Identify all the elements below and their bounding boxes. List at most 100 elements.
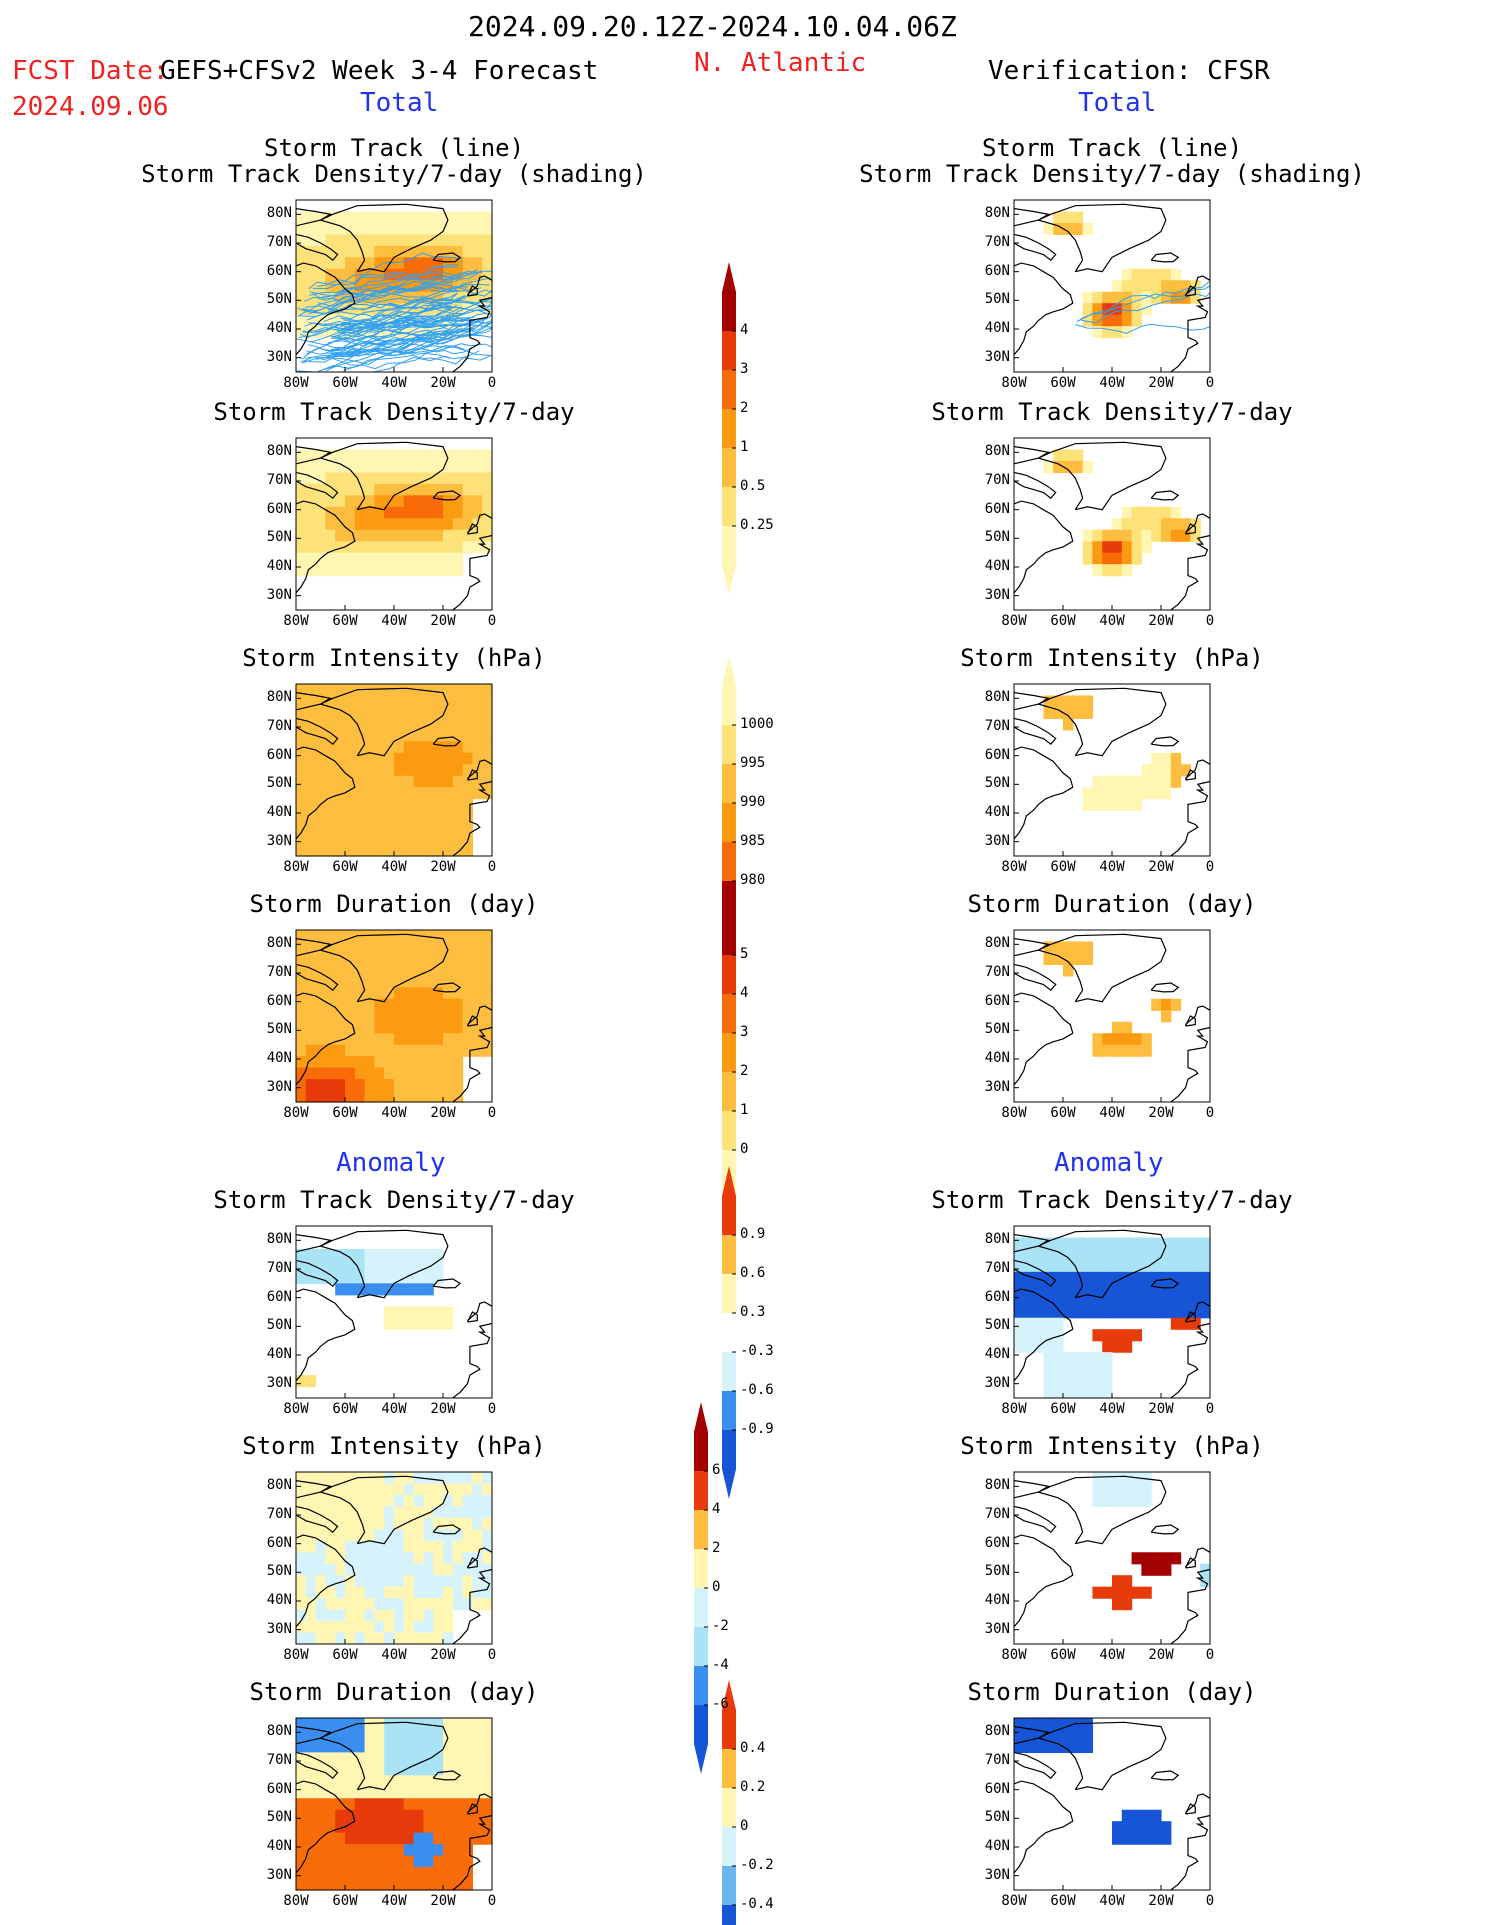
forecast-panel-6-cell	[482, 1775, 493, 1788]
verif-panel-5-cell	[1151, 1563, 1162, 1576]
forecast-panel-1-cell	[433, 518, 444, 531]
forecast-panel-5-cell	[472, 1529, 483, 1542]
forecast-panel-3-cell	[345, 1090, 356, 1103]
verif-panel-0-lat-label: 40N	[984, 320, 1010, 336]
forecast-panel-6-cell	[423, 1786, 434, 1799]
forecast-panel-2-cell	[384, 752, 395, 765]
forecast-panel-5-lon-label: 60W	[332, 1647, 358, 1663]
forecast-panel-5-cell	[345, 1575, 356, 1588]
forecast-panel-1-cell	[423, 483, 434, 496]
forecast-panel-0-cell	[325, 222, 336, 235]
verif-panel-1-coastline	[1170, 534, 1211, 611]
forecast-panel-5-cell	[315, 1552, 326, 1565]
forecast-panel-6-cell	[452, 1798, 464, 1811]
forecast-panel-1-cell	[335, 449, 346, 462]
verif-panel-6-lon-label: 80W	[1001, 1893, 1027, 1909]
forecast-panel-1-cell	[325, 564, 336, 577]
forecast-panel-3-cell	[315, 975, 326, 988]
verif-panel-3-cell	[1121, 1021, 1133, 1034]
forecast-panel-0-cell	[325, 303, 336, 316]
forecast-panel-6-cell	[335, 1878, 346, 1891]
forecast-panel-5-cell	[354, 1483, 366, 1496]
forecast-panel-3-cell	[325, 1044, 336, 1057]
forecast-panel-3-cell	[354, 964, 366, 977]
forecast-panel-0-cell	[305, 234, 317, 247]
forecast-panel-3-cell	[305, 987, 317, 1000]
forecast-panel-1-cell	[472, 529, 483, 542]
colorbar-intensity-total-label: 985	[740, 833, 766, 849]
forecast-panel-6-cell	[305, 1786, 317, 1799]
verif-panel-1-cell	[1161, 529, 1172, 542]
forecast-panel-4-lon-label: 20W	[430, 1401, 456, 1417]
colorbar-duration-anom-top-arrow	[722, 1680, 736, 1710]
forecast-panel-5-cell	[384, 1483, 395, 1496]
forecast-panel-0-cell	[374, 245, 385, 258]
forecast-panel-3-lon-label: 80W	[283, 1105, 309, 1121]
forecast-panel-2-cell	[462, 810, 473, 823]
forecast-panel-5-cell	[482, 1540, 493, 1553]
verif-panel-2-cell	[1151, 752, 1162, 765]
forecast-panel-6-cell	[345, 1729, 356, 1742]
verif-panel-3-cell	[1063, 941, 1074, 954]
forecast-panel-0-cell	[452, 234, 464, 247]
forecast-panel-5-cell	[315, 1472, 326, 1485]
verif-panel-3-cell	[1092, 1044, 1103, 1057]
forecast-panel-4-cell	[296, 1375, 307, 1388]
forecast-panel-5-cell	[335, 1563, 346, 1576]
forecast-panel-6-lat-label: 30N	[266, 1866, 292, 1883]
forecast-panel-1-cell	[296, 449, 307, 462]
forecast-panel-3-cell	[433, 941, 444, 954]
forecast-panel-6-cell	[403, 1740, 415, 1753]
forecast-panel-6-cell	[423, 1775, 434, 1788]
verif-panel-0-cell	[1141, 268, 1152, 281]
forecast-panel-5-cell	[345, 1494, 356, 1507]
forecast-panel-2-cell	[472, 695, 483, 708]
verif-panel-5-cell	[1121, 1586, 1133, 1599]
verif-panel-4-cell	[1063, 1260, 1074, 1273]
verif-panel-2-lon-label: 80W	[1001, 859, 1027, 875]
forecast-panel-6-cell	[413, 1844, 424, 1857]
forecast-panel-6-cell	[335, 1821, 346, 1834]
forecast-panel-5-cell	[433, 1483, 444, 1496]
colorbar-duration-total-swatch	[722, 994, 736, 1033]
forecast-panel-5-cell	[413, 1575, 424, 1588]
forecast-panel-3-cell	[296, 1033, 307, 1046]
forecast-panel-3-cell	[394, 930, 405, 943]
forecast-panel-3-cell	[325, 987, 336, 1000]
verif-panel-4-cell	[1043, 1306, 1054, 1319]
forecast-panel-6-cell	[364, 1752, 375, 1765]
forecast-panel-5-cell	[325, 1517, 336, 1530]
colorbar-density-total-swatch	[722, 370, 736, 409]
forecast-panel-1-cell	[423, 552, 434, 565]
forecast-panel-5-lat-label: 50N	[266, 1563, 292, 1580]
verif-panel-1-cell	[1161, 518, 1172, 531]
forecast-panel-2-coastline	[432, 736, 462, 747]
forecast-panel-6-cell	[394, 1718, 405, 1731]
verif-panel-0-coastline	[1036, 203, 1167, 273]
forecast-panel-2-cell	[335, 706, 346, 719]
forecast-panel-1-cell	[413, 449, 424, 462]
verif-panel-0-coastline	[1184, 285, 1196, 297]
forecast-panel-2-cell	[364, 798, 375, 811]
verif-panel-4-cell	[1033, 1306, 1044, 1319]
forecast-panel-5-cell	[364, 1586, 375, 1599]
forecast-panel-6-cell	[325, 1832, 336, 1845]
forecast-panel-3-cell	[374, 1090, 385, 1103]
forecast-panel-1-cell	[374, 495, 385, 508]
forecast-panel-0-cell	[315, 268, 326, 281]
verif-panel-5-cell	[1200, 1575, 1211, 1588]
forecast-panel-5-cell	[354, 1621, 366, 1634]
forecast-panel-6-cell	[423, 1740, 434, 1753]
forecast-panel-5-cell	[384, 1552, 395, 1565]
forecast-panel-1-cell	[364, 541, 375, 554]
forecast-panel-2-cell	[354, 775, 366, 788]
forecast-panel-0-cell	[296, 326, 307, 339]
verif-panel-5-lat-label: 40N	[984, 1592, 1010, 1608]
forecast-panel-2-cell	[394, 810, 405, 823]
forecast-panel-1-cell	[354, 472, 366, 485]
forecast-panel-6-cell	[364, 1786, 375, 1799]
forecast-panel-3-cell	[384, 964, 395, 977]
forecast-panel-4-cell	[423, 1306, 434, 1319]
colorbar-intensity-anom-bottom-arrow	[694, 1744, 708, 1774]
verif-panel-1-cell	[1092, 564, 1103, 577]
